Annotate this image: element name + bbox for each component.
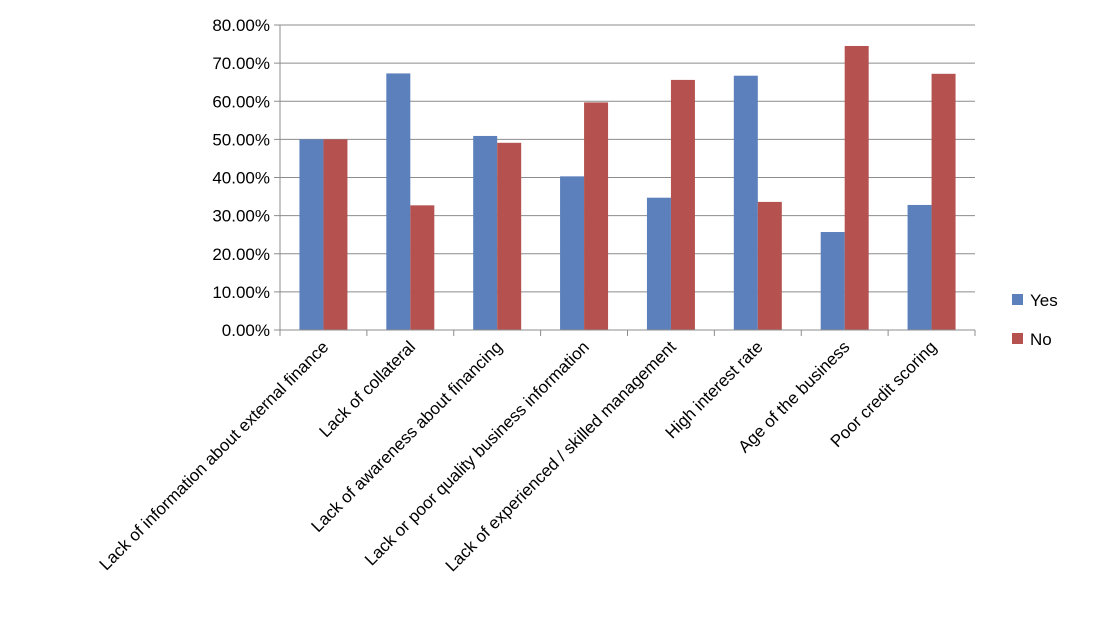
bar-no-1 xyxy=(410,205,435,330)
axes xyxy=(279,25,976,336)
x-category-label: Lack of information about external finan… xyxy=(96,337,333,574)
x-category-label: Lack of awareness about financing xyxy=(307,337,506,536)
bar-no-6 xyxy=(844,45,869,330)
bar-yes-6 xyxy=(820,232,845,330)
bar-yes-2 xyxy=(473,135,498,330)
y-tick-label: 10.00% xyxy=(212,283,270,302)
y-tick-label: 60.00% xyxy=(212,92,270,111)
y-tick-label: 70.00% xyxy=(212,54,270,73)
y-tick-label: 80.00% xyxy=(212,16,270,35)
y-tick-labels: 0.00% 10.00% 20.00% 30.00% 40.00% 50.00% 60.00… xyxy=(212,16,270,340)
y-tick-label: 50.00% xyxy=(212,130,270,149)
bar-no-4 xyxy=(670,79,695,331)
legend-label-no: No xyxy=(1030,330,1052,349)
bars xyxy=(299,45,956,331)
y-tick-label: 30.00% xyxy=(212,207,270,226)
legend-swatch-no xyxy=(1012,333,1023,344)
bar-no-0 xyxy=(323,139,348,330)
gridlines xyxy=(274,24,975,331)
bar-yes-4 xyxy=(646,197,671,330)
y-tick-label: 40.00% xyxy=(212,169,270,188)
y-tick-label: 0.00% xyxy=(222,321,270,340)
bar-yes-1 xyxy=(386,73,411,330)
bar-yes-0 xyxy=(299,139,324,330)
y-tick-label: 20.00% xyxy=(212,245,270,264)
bar-yes-7 xyxy=(907,204,932,330)
bar-yes-5 xyxy=(733,75,758,330)
legend-label-yes: Yes xyxy=(1030,291,1058,310)
legend: Yes No xyxy=(1012,291,1058,349)
bar-no-7 xyxy=(931,73,956,331)
bar-no-2 xyxy=(497,142,522,330)
bar-no-5 xyxy=(757,201,782,330)
bar-no-3 xyxy=(584,102,609,330)
bar-yes-3 xyxy=(560,176,585,330)
x-tick-labels: Lack of information about external finan… xyxy=(96,337,941,575)
legend-swatch-yes xyxy=(1012,294,1023,305)
